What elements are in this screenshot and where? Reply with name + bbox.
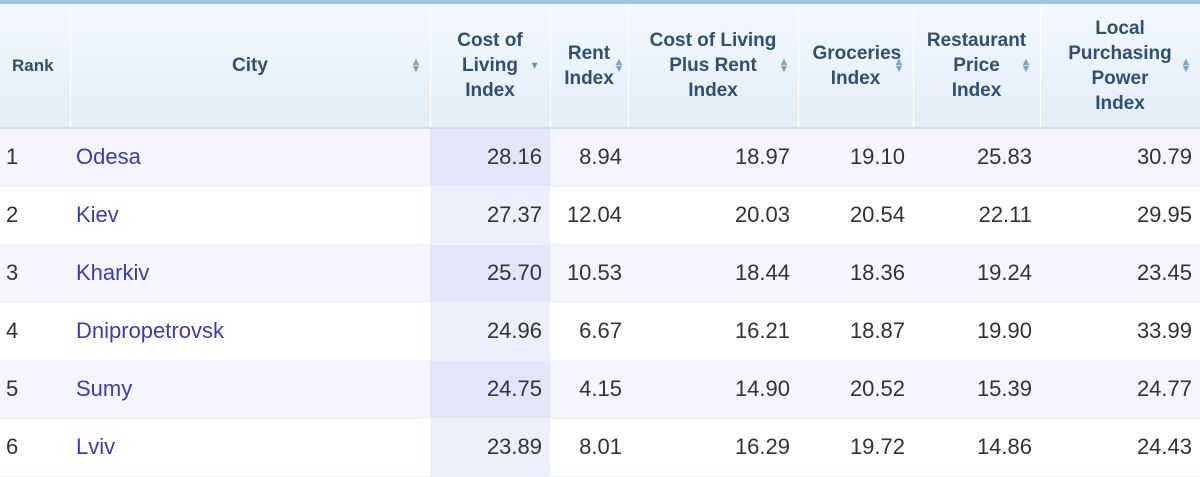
rank-cell: 5 [0, 360, 70, 419]
purchasing-power-cell: 30.79 [1040, 128, 1200, 187]
cost-of-living-cell: 25.70 [430, 244, 550, 303]
table-row: 1 Odesa 28.16 8.94 18.97 19.10 25.83 30.… [0, 128, 1200, 187]
city-ranking-table: Rank City ▲ ▼ Cost of Living Index ▼ Rent… [0, 4, 1200, 477]
purchasing-power-cell: 24.77 [1040, 360, 1200, 419]
table-row: 4 Dnipropetrovsk 24.96 6.67 16.21 18.87 … [0, 302, 1200, 361]
sort-both-icon[interactable]: ▲ ▼ [778, 55, 790, 75]
restaurant-cell: 15.39 [913, 360, 1040, 419]
purchasing-power-cell: 29.95 [1040, 186, 1200, 245]
column-header-label: Cost of Living Index [457, 30, 523, 101]
groceries-cell: 19.10 [798, 128, 913, 187]
cost-plus-rent-cell: 16.29 [628, 418, 798, 477]
column-header-label: Cost of Living Plus Rent Index [649, 30, 777, 101]
column-header-label: Groceries Index [812, 42, 902, 89]
restaurant-cell: 19.90 [913, 302, 1040, 361]
cost-of-living-cell: 27.37 [430, 186, 550, 245]
cost-plus-rent-cell: 20.03 [628, 186, 798, 245]
rent-cell: 4.15 [550, 360, 628, 419]
cost-of-living-cell: 24.75 [430, 360, 550, 419]
sort-both-icon[interactable]: ▲ ▼ [1020, 55, 1032, 75]
column-header-rent[interactable]: Rent Index ▲ ▼ [550, 4, 629, 129]
cost-plus-rent-cell: 14.90 [628, 360, 798, 419]
rent-cell: 8.94 [550, 128, 628, 187]
cost-of-living-cell: 28.16 [430, 128, 550, 187]
purchasing-power-cell: 24.43 [1040, 418, 1200, 477]
rank-cell: 3 [0, 244, 70, 303]
cost-plus-rent-cell: 18.97 [628, 128, 798, 187]
sort-descending-icon[interactable]: ▼ [529, 60, 540, 71]
rent-cell: 10.53 [550, 244, 628, 303]
restaurant-cell: 14.86 [913, 418, 1040, 477]
rent-cell: 8.01 [550, 418, 628, 477]
groceries-cell: 20.54 [798, 186, 913, 245]
table-row: 2 Kiev 27.37 12.04 20.03 20.54 22.11 29.… [0, 186, 1200, 245]
restaurant-cell: 19.24 [913, 244, 1040, 303]
sort-both-icon[interactable]: ▲ ▼ [613, 55, 625, 75]
column-header-restaurant[interactable]: Restaurant Price Index ▲ ▼ [913, 4, 1041, 129]
column-header-label: Restaurant Price Index [926, 30, 1027, 101]
rank-cell: 4 [0, 302, 70, 361]
purchasing-power-cell: 23.45 [1040, 244, 1200, 303]
city-link[interactable]: Kharkiv [70, 244, 430, 303]
city-link[interactable]: Lviv [70, 418, 430, 477]
column-header-purchasing-power[interactable]: Local Purchasing Power Index ▲ ▼ [1040, 4, 1200, 129]
city-link[interactable]: Sumy [70, 360, 430, 419]
purchasing-power-cell: 33.99 [1040, 302, 1200, 361]
sort-both-icon[interactable]: ▲ ▼ [1180, 55, 1192, 75]
column-header-cost-of-living[interactable]: Cost of Living Index ▼ [430, 4, 551, 129]
groceries-cell: 18.36 [798, 244, 913, 303]
restaurant-cell: 25.83 [913, 128, 1040, 187]
cost-plus-rent-cell: 18.44 [628, 244, 798, 303]
rent-cell: 6.67 [550, 302, 628, 361]
rank-cell: 2 [0, 186, 70, 245]
sort-both-icon[interactable]: ▲ ▼ [893, 55, 905, 75]
rank-cell: 1 [0, 128, 70, 187]
column-header-label: Local Purchasing Power Index [1068, 17, 1172, 114]
sort-both-icon[interactable]: ▲ ▼ [410, 55, 422, 75]
column-header-cost-plus-rent[interactable]: Cost of Living Plus Rent Index ▲ ▼ [628, 4, 799, 129]
groceries-cell: 18.87 [798, 302, 913, 361]
column-header-label: Rent Index [564, 42, 614, 89]
groceries-cell: 19.72 [798, 418, 913, 477]
column-header-groceries[interactable]: Groceries Index ▲ ▼ [798, 4, 914, 129]
column-header-city[interactable]: City ▲ ▼ [70, 4, 431, 129]
header-row: Rank City ▲ ▼ Cost of Living Index ▼ Rent… [0, 4, 1200, 129]
rent-cell: 12.04 [550, 186, 628, 245]
rank-cell: 6 [0, 418, 70, 477]
column-header-rank[interactable]: Rank [0, 4, 71, 129]
restaurant-cell: 22.11 [913, 186, 1040, 245]
cost-of-living-cell: 23.89 [430, 418, 550, 477]
city-link[interactable]: Dnipropetrovsk [70, 302, 430, 361]
city-link[interactable]: Odesa [70, 128, 430, 187]
cost-of-living-cell: 24.96 [430, 302, 550, 361]
column-header-label: Rank [12, 56, 54, 75]
column-header-label: City [232, 55, 268, 76]
table-row: 5 Sumy 24.75 4.15 14.90 20.52 15.39 24.7… [0, 360, 1200, 419]
table-row: 3 Kharkiv 25.70 10.53 18.44 18.36 19.24 … [0, 244, 1200, 303]
table-row: 6 Lviv 23.89 8.01 16.29 19.72 14.86 24.4… [0, 418, 1200, 477]
cost-plus-rent-cell: 16.21 [628, 302, 798, 361]
groceries-cell: 20.52 [798, 360, 913, 419]
city-link[interactable]: Kiev [70, 186, 430, 245]
